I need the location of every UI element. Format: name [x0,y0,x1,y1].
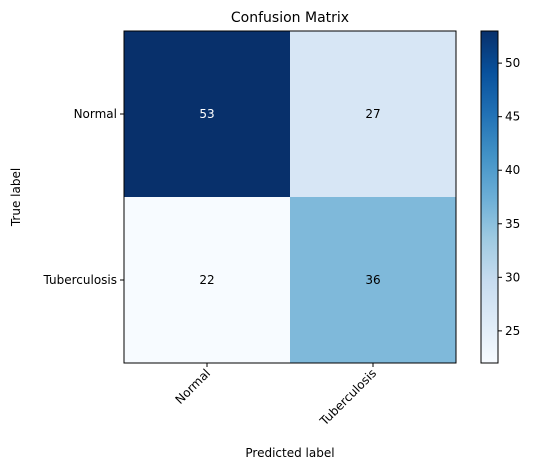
heatmap-cell [290,31,456,197]
cell-value-label: 36 [365,273,380,287]
cell-value-label: 27 [365,107,380,121]
x-axis-ticks: Normal Tuberculosis [173,363,380,429]
cell-value-label: 22 [199,273,214,287]
heatmap-cell [124,31,290,197]
colorbar-tick-label: 45 [505,110,520,124]
y-axis-ticks: Normal Tuberculosis [43,107,124,287]
plot-frame [123,30,457,364]
colorbar-tick-label: 30 [505,270,520,284]
y-tick-label: Tuberculosis [43,273,118,287]
y-tick-label: Normal [74,107,117,121]
colorbar: 25 30 35 40 45 50 [480,30,520,364]
heatmap-cell [290,197,456,363]
heatmap-cells [124,31,456,363]
y-axis-label: True label [9,168,23,227]
colorbar-ticks: 25 30 35 40 45 50 [498,56,520,338]
colorbar-tick-label: 50 [505,56,520,70]
chart-title: Confusion Matrix [231,10,349,26]
colorbar-tick-label: 25 [505,324,520,338]
colorbar-tick-label: 40 [505,163,520,177]
heatmap-cell [124,197,290,363]
colorbar-tick-label: 35 [505,217,520,231]
heatmap-cell-labels: 53 27 22 36 [199,107,380,287]
x-tick-label: Tuberculosis [317,366,380,429]
cell-value-label: 53 [199,107,214,121]
colorbar-gradient [480,30,499,364]
x-axis-label: Predicted label [245,446,334,460]
x-tick-label: Normal [173,366,214,407]
